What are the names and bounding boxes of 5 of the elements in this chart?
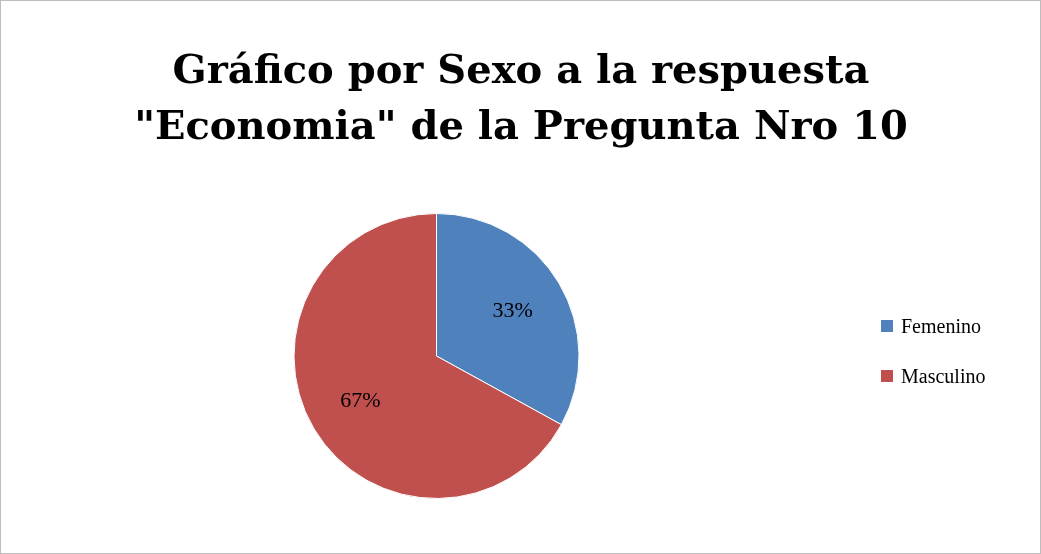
legend-label: Masculino (901, 364, 986, 388)
chart-title: Gráfico por Sexo a la respuesta "Economia" de la Pregunta Nro 10 (133, 44, 909, 150)
legend-label: Femenino (901, 314, 981, 338)
data-label: 67% (340, 386, 381, 412)
data-label: 33% (492, 296, 533, 322)
